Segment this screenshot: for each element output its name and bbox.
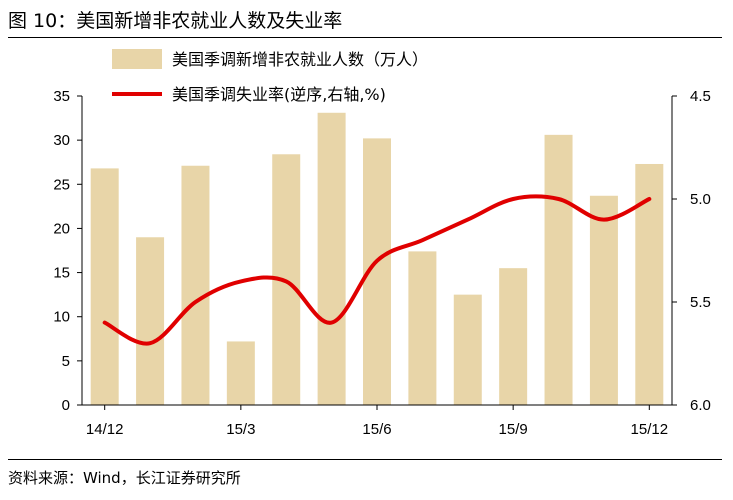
left-tick-label: 20 [53, 220, 70, 237]
bar [544, 134, 573, 406]
bar [90, 168, 119, 405]
figure-title: 图 10：美国新增非农就业人数及失业率 [8, 10, 343, 32]
bar [453, 294, 482, 405]
axes: 0 5 10 15 20 25 30 35 4.5 5.0 5.5 6.0 14/12 15/3 15/6 1… [53, 88, 711, 438]
x-tick-label: 14/12 [86, 421, 124, 438]
bar [181, 165, 210, 405]
left-tick-label: 15 [53, 265, 70, 282]
x-tick-label: 15/3 [226, 421, 255, 438]
left-tick-label: 25 [53, 176, 70, 193]
legend-bar-label: 美国季调新增非农就业人数（万人） [172, 50, 428, 69]
x-tick-label: 15/6 [362, 421, 391, 438]
bar-series [90, 112, 664, 406]
legend: 美国季调新增非农就业人数（万人） 美国季调失业率(逆序,右轴,%) [112, 49, 428, 104]
bottom-rule [8, 459, 722, 460]
source-note: 资料来源：Wind，长江证券研究所 [8, 469, 241, 487]
legend-bar-swatch [112, 49, 162, 69]
x-tick-label: 15/9 [499, 421, 528, 438]
right-tick-label: 6.0 [690, 397, 711, 414]
right-tick-label: 4.5 [690, 88, 711, 105]
bar [499, 268, 528, 405]
right-tick-label: 5.5 [690, 294, 711, 311]
x-tick-label: 15/12 [631, 421, 669, 438]
left-tick-label: 35 [53, 88, 70, 105]
title-rule [8, 37, 722, 38]
bar [317, 112, 346, 405]
left-tick-label: 10 [53, 309, 70, 326]
bar [226, 341, 255, 405]
line-series [102, 194, 652, 346]
unemployment-line [102, 194, 652, 346]
bar [408, 251, 437, 405]
right-tick-label: 5.0 [690, 191, 711, 208]
left-tick-label: 0 [62, 397, 70, 414]
left-tick-label: 30 [53, 132, 70, 149]
legend-line-label: 美国季调失业率(逆序,右轴,%) [172, 85, 386, 104]
left-tick-label: 5 [62, 353, 70, 370]
bar [136, 237, 165, 405]
bar [589, 195, 618, 405]
